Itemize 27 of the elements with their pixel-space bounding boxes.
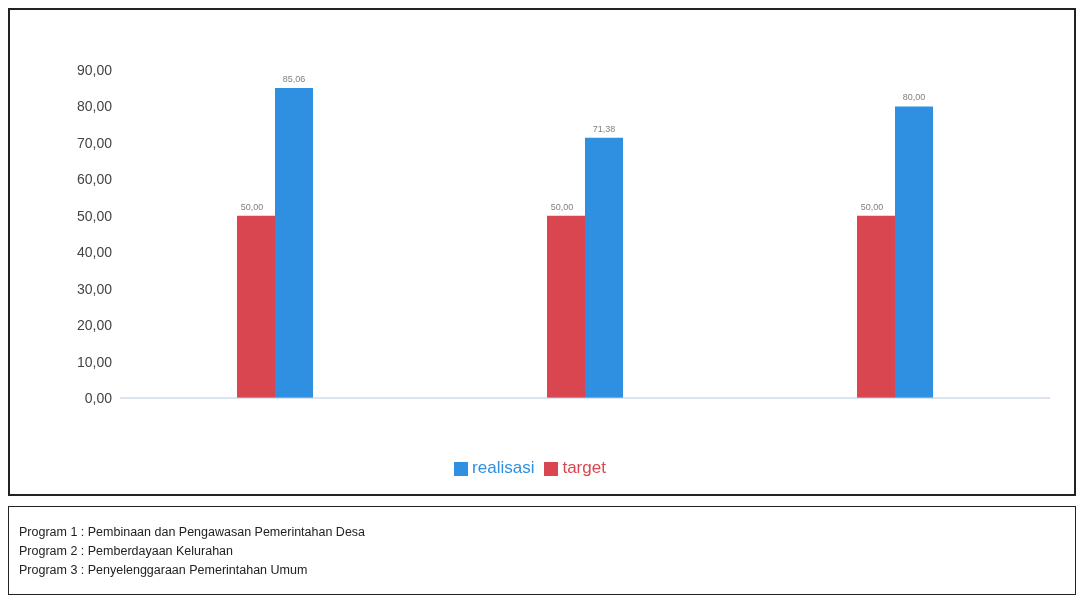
bar bbox=[857, 215, 895, 398]
bar bbox=[237, 215, 275, 398]
data-label: 71,38 bbox=[592, 123, 616, 134]
bar bbox=[275, 88, 313, 398]
y-tick-label: 10,00 bbox=[76, 353, 113, 370]
data-label: 50,00 bbox=[240, 201, 264, 212]
y-tick-label: 20,00 bbox=[76, 317, 113, 334]
y-tick-label: 80,00 bbox=[76, 98, 113, 115]
text: Program 2 : Pemberdayaan Kelurahan bbox=[19, 543, 234, 560]
legend-label: target bbox=[562, 458, 606, 477]
y-tick-label: 30,00 bbox=[76, 280, 113, 297]
y-tick-label: 70,00 bbox=[76, 134, 113, 151]
y-tick-label: 50,00 bbox=[76, 207, 113, 224]
data-label: 80,00 bbox=[902, 92, 926, 103]
bar bbox=[547, 215, 585, 398]
bar bbox=[585, 137, 623, 398]
legend-label: realisasi bbox=[472, 458, 535, 477]
text: Program 1 : Pembinaan dan Pengawasan Pemerintahan Desa bbox=[19, 524, 367, 541]
y-tick-label: 40,00 bbox=[76, 244, 113, 261]
y-tick-label: 0,00 bbox=[84, 389, 113, 406]
bar bbox=[895, 106, 933, 398]
data-label: 85,06 bbox=[282, 74, 306, 84]
data-label: 50,00 bbox=[860, 201, 884, 212]
y-tick-label: 60,00 bbox=[76, 171, 113, 188]
text: Program 3 : Penyelenggaraan Pemerintahan Umum bbox=[19, 562, 309, 579]
y-tick-label: 90,00 bbox=[76, 61, 113, 78]
data-label: 50,00 bbox=[550, 201, 574, 212]
